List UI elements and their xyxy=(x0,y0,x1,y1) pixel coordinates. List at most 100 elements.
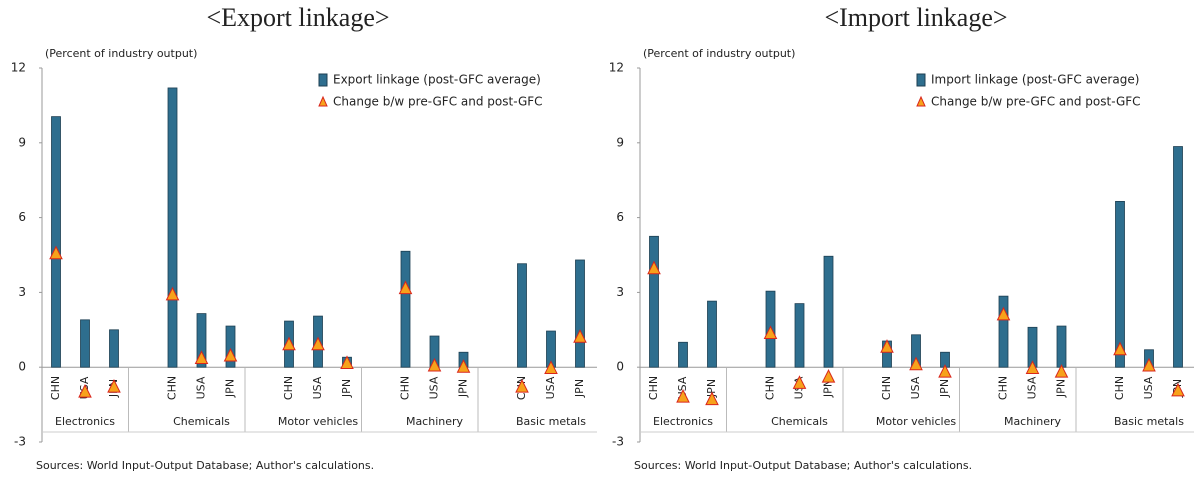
legend-swatch xyxy=(318,73,328,87)
change-marker xyxy=(880,339,894,353)
change-marker xyxy=(194,350,209,364)
y-tick-label: 9 xyxy=(18,135,26,149)
change-marker xyxy=(763,325,778,340)
bar xyxy=(51,116,61,368)
change-marker xyxy=(573,329,587,343)
y-tick-label: 0 xyxy=(616,360,624,374)
legend-swatch xyxy=(916,73,926,87)
change-marker xyxy=(49,245,63,260)
y-axis-label: (Percent of industry output) xyxy=(643,47,795,60)
y-tick-label: 12 xyxy=(609,61,624,75)
x-tick-label: JPN xyxy=(340,379,353,398)
group-label: Chemicals xyxy=(173,415,230,428)
group-label: Motor vehicles xyxy=(876,415,956,428)
bar xyxy=(678,341,688,368)
group-label: Machinery xyxy=(1004,415,1062,428)
x-tick-label: CHN xyxy=(399,376,412,400)
y-tick-label: 9 xyxy=(616,135,624,149)
group-label: Electronics xyxy=(55,415,115,428)
change-marker xyxy=(1025,360,1040,374)
y-tick-label: 6 xyxy=(616,210,624,224)
bar xyxy=(225,325,236,368)
x-tick-label: USA xyxy=(428,376,441,399)
change-marker xyxy=(705,391,719,406)
legend-label: Change b/w pre-GFC and post-GFC xyxy=(931,95,1141,109)
change-marker xyxy=(107,379,121,393)
bar xyxy=(196,313,207,368)
group-label: Machinery xyxy=(406,415,464,428)
bar xyxy=(80,319,90,368)
legend-label: Import linkage (post-GFC average) xyxy=(931,73,1139,87)
chart: <Import linkage> (Percent of industry out… xyxy=(609,3,1194,472)
bar xyxy=(707,300,717,368)
bar xyxy=(794,303,805,368)
bar xyxy=(823,255,834,368)
change-marker xyxy=(821,369,836,383)
y-tick-label: 0 xyxy=(18,360,26,374)
x-tick-label: JPN xyxy=(705,379,718,398)
change-marker xyxy=(282,336,296,351)
bar xyxy=(517,263,527,368)
bar xyxy=(167,87,178,368)
x-tick-label: JPN xyxy=(1055,379,1068,398)
change-marker xyxy=(1171,382,1185,397)
x-tick-label: JPN xyxy=(224,379,237,398)
x-tick-label: CHN xyxy=(1113,376,1126,400)
x-tick-label: USA xyxy=(311,376,324,399)
change-marker xyxy=(647,260,661,275)
source-note: Sources: World Input-Output Database; Au… xyxy=(634,459,972,472)
bar xyxy=(649,235,659,368)
change-marker xyxy=(909,356,923,371)
change-marker xyxy=(544,360,558,374)
legend-label: Export linkage (post-GFC average) xyxy=(333,73,541,87)
x-tick-label: CHN xyxy=(166,376,179,400)
change-marker xyxy=(792,375,807,389)
change-marker xyxy=(1054,364,1069,378)
source-note: Sources: World Input-Output Database; Au… xyxy=(36,459,374,472)
y-axis-label: (Percent of industry output) xyxy=(45,47,197,60)
group-label: Motor vehicles xyxy=(278,415,358,428)
group-label: Chemicals xyxy=(771,415,828,428)
change-marker xyxy=(311,336,325,351)
change-marker xyxy=(165,286,180,301)
bar xyxy=(1115,200,1125,368)
change-marker xyxy=(515,379,529,393)
x-tick-label: JPN xyxy=(822,379,835,398)
x-tick-label: USA xyxy=(676,376,689,399)
change-marker xyxy=(456,359,471,373)
change-marker xyxy=(938,364,952,378)
change-marker xyxy=(78,384,92,398)
bar xyxy=(109,329,119,368)
change-marker xyxy=(427,357,442,372)
x-tick-label: CHN xyxy=(647,376,660,400)
bar xyxy=(400,250,411,368)
y-tick-label: 3 xyxy=(616,285,624,299)
x-tick-label: USA xyxy=(544,376,557,399)
chart: <Export linkage> (Percent of industry out… xyxy=(11,3,597,472)
chart-subtitle: <Import linkage> xyxy=(824,3,1007,32)
group-label: Basic metals xyxy=(516,415,586,428)
x-tick-label: JPN xyxy=(573,379,586,398)
x-tick-label: CHN xyxy=(997,376,1010,400)
x-tick-label: USA xyxy=(195,376,208,399)
x-tick-label: JPN xyxy=(457,379,470,398)
y-tick-label: -3 xyxy=(14,435,26,449)
change-marker xyxy=(398,280,413,295)
x-tick-label: USA xyxy=(1026,376,1039,399)
y-tick-label: -3 xyxy=(612,435,624,449)
x-tick-label: CHN xyxy=(282,376,295,400)
change-marker xyxy=(676,389,690,403)
x-tick-label: JPN xyxy=(938,379,951,398)
bar xyxy=(1056,325,1067,368)
bar xyxy=(998,295,1009,368)
change-marker xyxy=(996,306,1011,321)
x-tick-label: CHN xyxy=(49,376,62,400)
change-marker xyxy=(223,347,238,362)
x-tick-label: USA xyxy=(1142,376,1155,399)
y-tick-label: 6 xyxy=(18,210,26,224)
change-marker xyxy=(340,355,354,369)
group-label: Electronics xyxy=(653,415,713,428)
y-tick-label: 12 xyxy=(11,61,26,75)
y-tick-label: 3 xyxy=(18,285,26,299)
